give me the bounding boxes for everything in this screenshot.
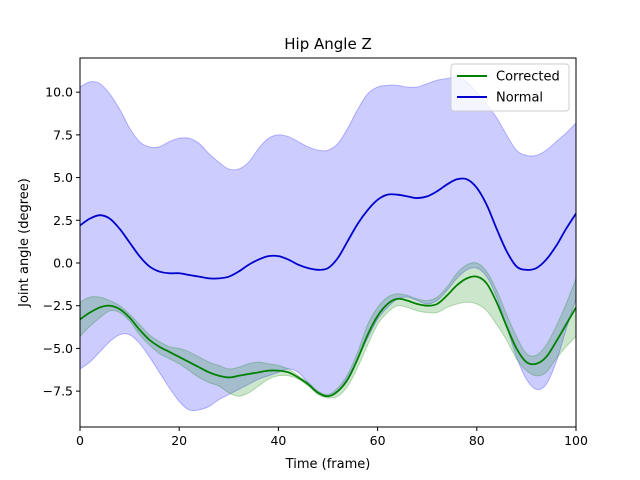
y-tick-label: −7.5 (43, 384, 73, 399)
y-axis-ticks: −7.5 −5.0 −2.5 0.0 2.5 5.0 7.5 10.0 (43, 85, 80, 399)
x-tick-label: 100 (564, 433, 588, 448)
confidence-bands (79, 76, 577, 412)
mean-lines (79, 177, 577, 398)
x-tick-label: 80 (469, 433, 485, 448)
y-tick-label: 10.0 (45, 85, 73, 100)
x-axis-ticks: 0 20 40 60 80 100 (76, 427, 588, 448)
legend: Corrected Normal (450, 63, 570, 112)
line-corrected (79, 275, 577, 398)
y-tick-label: 7.5 (53, 127, 73, 142)
line-normal (79, 177, 577, 280)
x-tick-label: 60 (370, 433, 386, 448)
x-tick-label: 40 (270, 433, 286, 448)
y-tick-label: 0.0 (53, 256, 73, 271)
x-axis-label: Time (frame) (285, 457, 371, 472)
y-axis-label: Joint angle (degree) (17, 178, 32, 308)
band-normal (79, 76, 577, 412)
x-tick-label: 20 (171, 433, 187, 448)
chart-title: Hip Angle Z (284, 35, 371, 53)
legend-label-corrected: Corrected (496, 70, 560, 85)
y-tick-label: 2.5 (53, 213, 73, 228)
x-tick-label: 0 (76, 433, 84, 448)
legend-label-normal: Normal (496, 91, 543, 106)
axes-frame (79, 57, 577, 428)
y-tick-label: 5.0 (53, 170, 73, 185)
y-tick-label: −2.5 (43, 298, 73, 313)
y-tick-label: −5.0 (43, 341, 73, 356)
